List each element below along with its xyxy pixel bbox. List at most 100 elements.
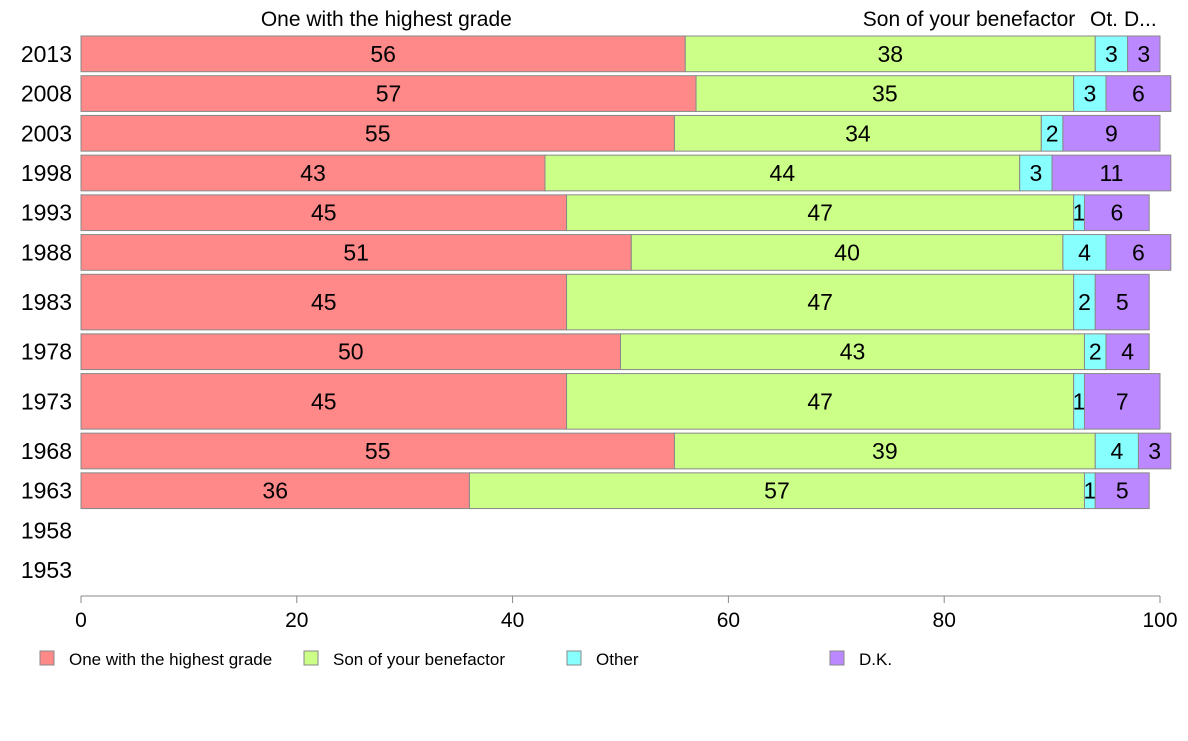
- data-label: 2: [1078, 289, 1091, 315]
- legend-swatch: [566, 650, 582, 666]
- x-tick-label: 20: [285, 609, 308, 632]
- data-label: 47: [807, 388, 833, 414]
- bar-segment: [1105, 75, 1172, 112]
- x-tick-label: 60: [717, 609, 740, 632]
- category-label: 2003: [21, 120, 72, 146]
- data-label: 47: [807, 200, 833, 226]
- bar-segment: [673, 114, 1042, 152]
- bar-segment: [80, 75, 697, 112]
- x-tick-label: 0: [75, 609, 87, 632]
- bar-segment: [1094, 432, 1139, 470]
- bar-segment: [1137, 432, 1172, 470]
- data-label: 11: [1099, 160, 1123, 186]
- data-label: 2: [1046, 120, 1059, 146]
- bar-segment: [1127, 35, 1161, 73]
- legend-swatch: [39, 650, 55, 666]
- legend-label: D.K.: [859, 650, 892, 669]
- category-label: 1983: [21, 289, 72, 315]
- bar-segment: [1105, 234, 1172, 271]
- category-label: 2008: [21, 81, 72, 107]
- series-header-dk: D...: [1124, 8, 1157, 31]
- data-label: 3: [1137, 41, 1150, 67]
- category-label: 1968: [21, 438, 72, 464]
- data-label: 43: [840, 339, 866, 365]
- data-label: 5: [1116, 478, 1129, 504]
- bar-segment: [1051, 154, 1172, 192]
- data-label: 5: [1116, 289, 1129, 315]
- data-label: 4: [1121, 339, 1134, 365]
- data-label: 40: [834, 239, 860, 265]
- data-label: 45: [311, 200, 337, 226]
- data-label: 39: [872, 438, 898, 464]
- data-label: 56: [370, 41, 396, 67]
- bar-segment: [468, 472, 1085, 510]
- bar-segment: [1019, 154, 1053, 192]
- bar-segment: [1094, 35, 1129, 73]
- bar-segment: [80, 373, 568, 430]
- bar-segment: [673, 432, 1096, 470]
- data-label: 36: [262, 478, 288, 504]
- bar-segment: [80, 472, 470, 510]
- bar-segment: [1083, 373, 1161, 430]
- data-label: 43: [300, 160, 326, 186]
- data-label: 1: [1073, 388, 1086, 414]
- bar-segment: [566, 373, 1075, 430]
- bar-segment: [1094, 472, 1150, 510]
- bar-segment: [1105, 333, 1150, 371]
- bar-segment: [80, 114, 675, 152]
- category-label: 1953: [21, 557, 72, 583]
- bar-segment: [544, 154, 1021, 192]
- bar-segment: [630, 234, 1064, 271]
- x-tick-label: 80: [933, 609, 956, 632]
- x-tick-label: 40: [501, 609, 524, 632]
- legend-label: Other: [596, 650, 639, 669]
- series-header-0: One with the highest grade: [261, 8, 512, 31]
- data-label: 50: [338, 339, 364, 365]
- category-label: 1973: [21, 388, 72, 414]
- legend-swatch: [303, 650, 319, 666]
- data-label: 45: [311, 388, 337, 414]
- category-label: 1958: [21, 517, 72, 543]
- bar-segment: [684, 35, 1096, 73]
- data-label: 3: [1083, 81, 1096, 107]
- data-label: 44: [770, 160, 796, 186]
- data-label: 6: [1132, 239, 1145, 265]
- data-label: 1: [1073, 200, 1086, 226]
- category-label: 1993: [21, 200, 72, 226]
- data-label: 51: [343, 239, 369, 265]
- data-label: 57: [376, 81, 402, 107]
- bar-segment: [80, 194, 568, 232]
- data-label: 4: [1078, 239, 1091, 265]
- category-label: 1963: [21, 478, 72, 504]
- data-label: 3: [1030, 160, 1043, 186]
- bar-segment: [80, 273, 568, 331]
- bar-segment: [566, 273, 1075, 331]
- data-label: 57: [764, 478, 790, 504]
- data-label: 3: [1105, 41, 1118, 67]
- bar-segment: [80, 234, 632, 271]
- data-label: 55: [365, 120, 391, 146]
- data-label: 45: [311, 289, 337, 315]
- series-header-1: Son of your benefactor: [863, 8, 1075, 31]
- data-label: 9: [1105, 120, 1118, 146]
- legend-label: Son of your benefactor: [333, 650, 505, 669]
- category-label: 1998: [21, 160, 72, 186]
- bar-segment: [695, 75, 1075, 112]
- bar-segment: [80, 35, 686, 73]
- bar-segment: [80, 432, 675, 470]
- bar-segment: [566, 194, 1075, 232]
- bar-segment: [1083, 194, 1150, 232]
- category-label: 1988: [21, 239, 72, 265]
- data-label: 7: [1116, 388, 1129, 414]
- data-label: 35: [872, 81, 898, 107]
- data-label: 6: [1110, 200, 1123, 226]
- data-label: 2: [1089, 339, 1102, 365]
- data-label: 47: [807, 289, 833, 315]
- bar-segment: [620, 333, 1085, 371]
- bar-segment: [1062, 114, 1161, 152]
- series-header-other: Ot.: [1090, 8, 1118, 31]
- legend-swatch: [829, 650, 845, 666]
- bar-segment: [1073, 75, 1107, 112]
